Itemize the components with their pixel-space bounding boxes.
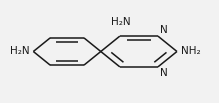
Text: NH₂: NH₂: [181, 46, 201, 57]
Text: N: N: [160, 68, 167, 78]
Text: N: N: [160, 25, 167, 35]
Text: H₂N: H₂N: [10, 46, 29, 57]
Text: H₂N: H₂N: [111, 18, 131, 28]
